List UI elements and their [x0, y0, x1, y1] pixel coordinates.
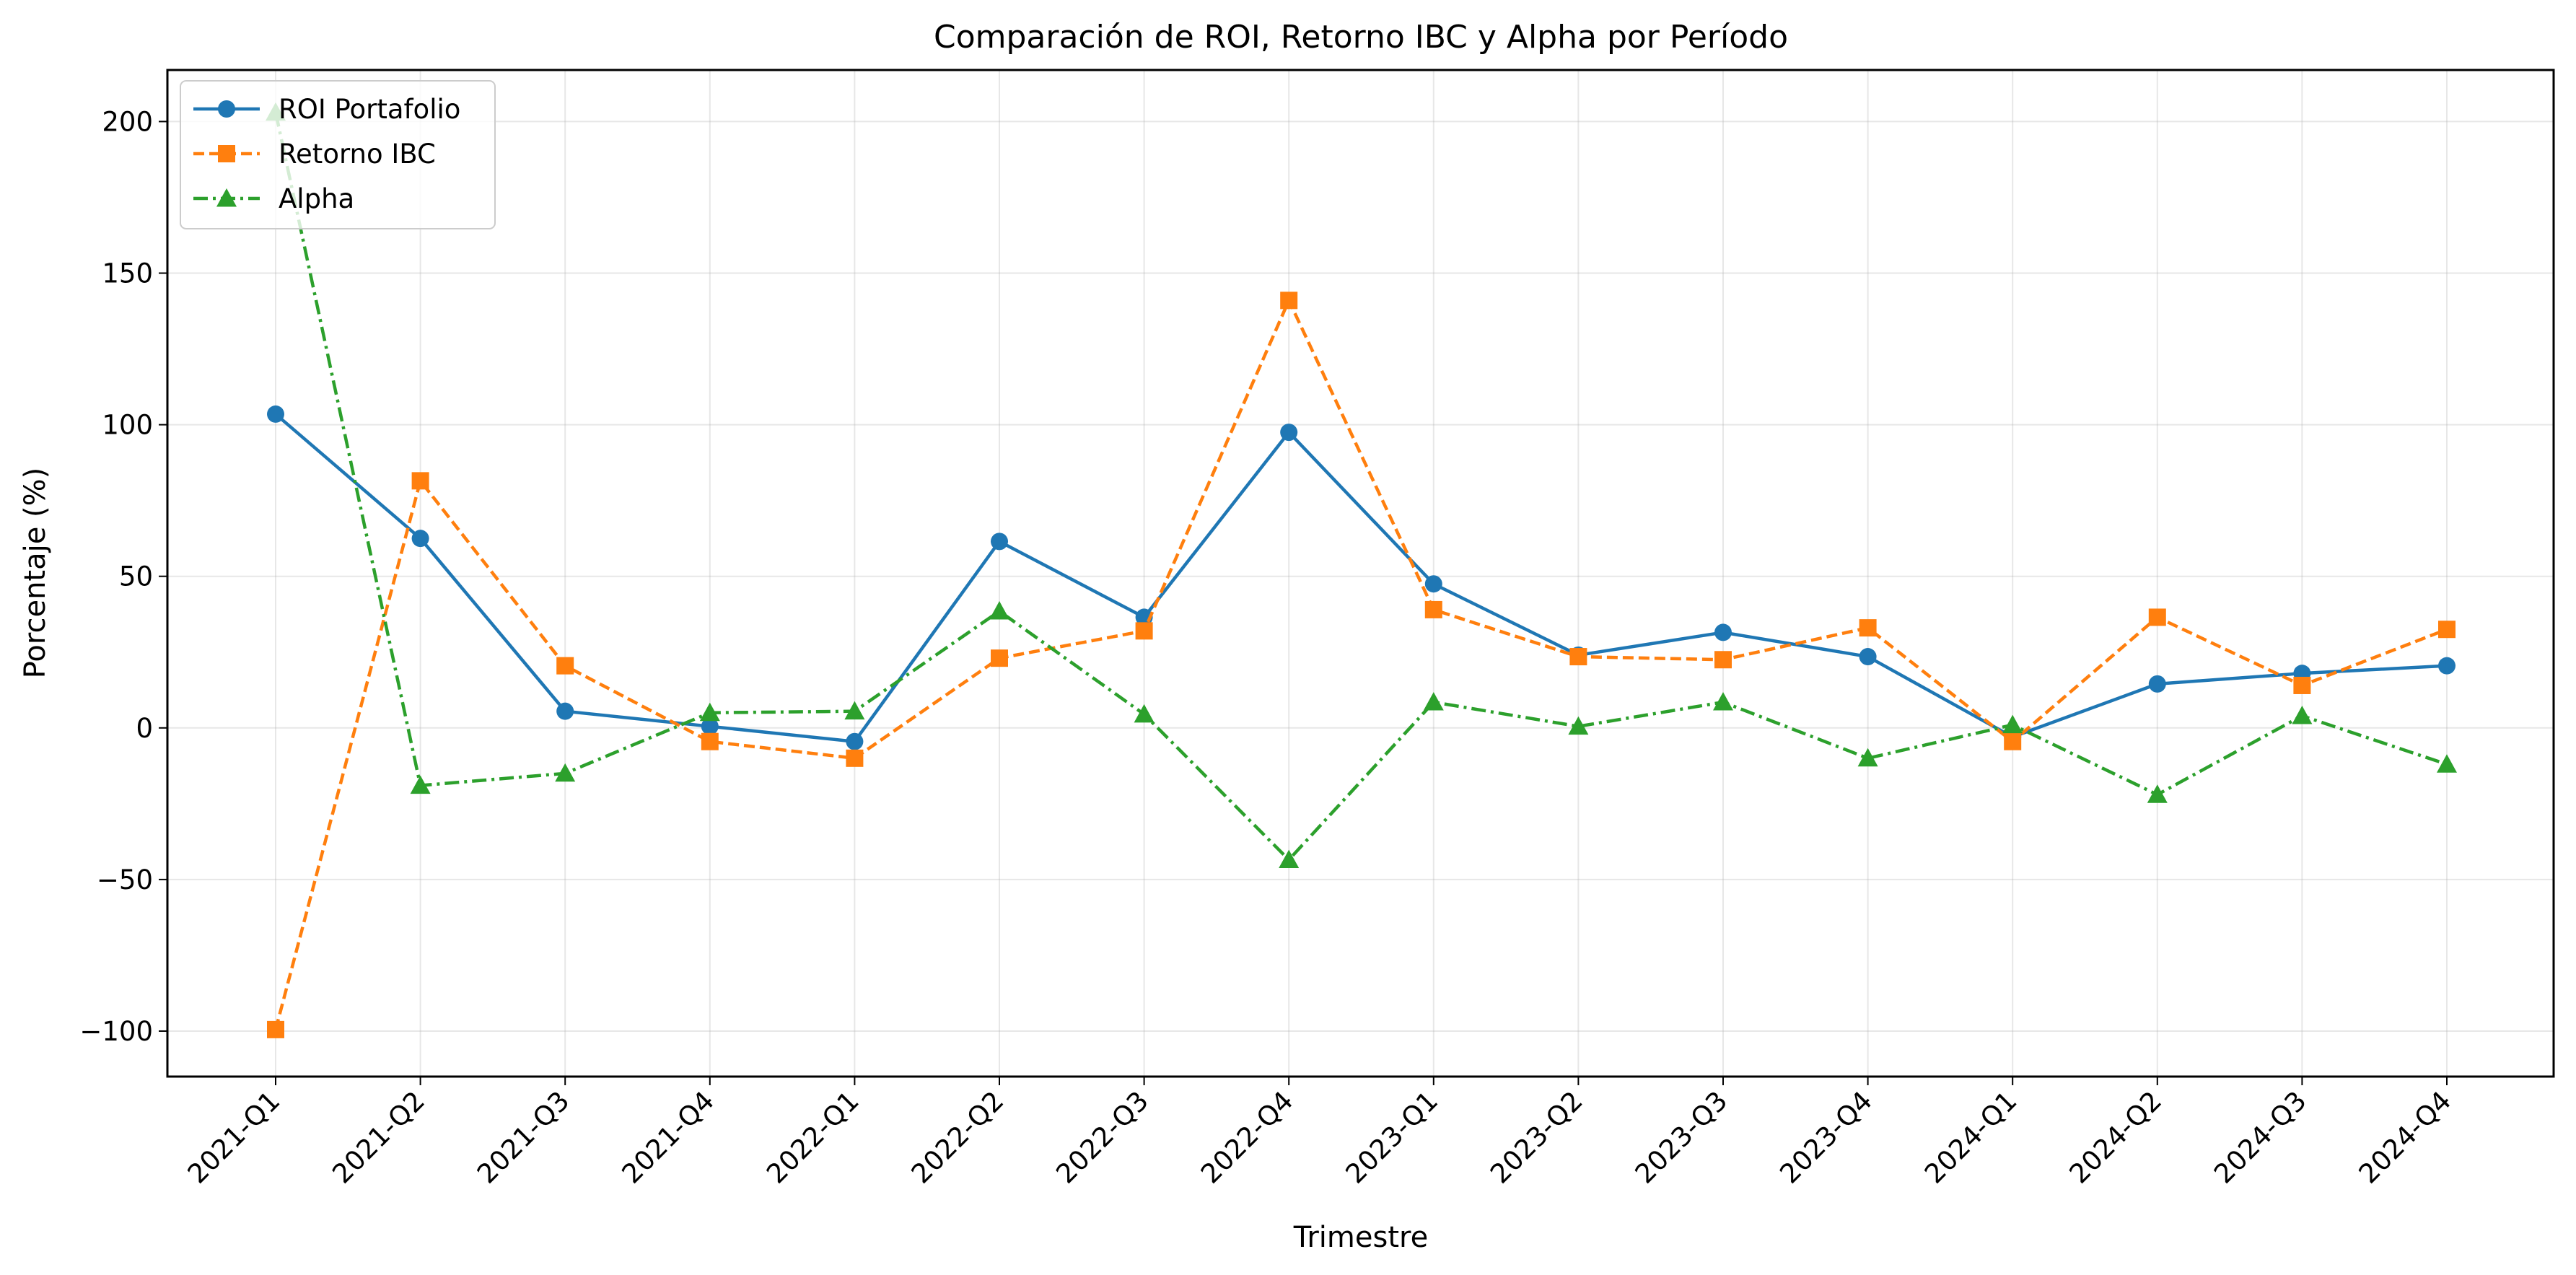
data-point-retorno-ibc — [1569, 648, 1587, 666]
data-point-roi-portafolio — [991, 533, 1008, 551]
y-tick-label: −50 — [97, 864, 153, 895]
plot-frame — [166, 69, 2555, 1078]
data-point-retorno-ibc — [1424, 600, 1442, 618]
data-point-roi-portafolio — [1424, 575, 1442, 593]
data-point-retorno-ibc — [701, 732, 719, 750]
data-point-retorno-ibc — [1280, 292, 1298, 310]
data-point-roi-portafolio — [846, 732, 864, 750]
data-point-alpha — [1279, 849, 1300, 869]
y-tick-label: 50 — [119, 561, 153, 592]
data-point-retorno-ibc — [1859, 619, 1877, 637]
grid — [167, 70, 2554, 1077]
y-axis-label: Porcentaje (%) — [19, 468, 52, 679]
y-tick-label: −100 — [79, 1016, 153, 1047]
y-tick-label: 200 — [102, 106, 153, 137]
data-point-alpha — [699, 702, 720, 722]
data-point-alpha — [1134, 704, 1155, 723]
data-point-retorno-ibc — [1714, 651, 1732, 669]
y-tick-label: 0 — [136, 713, 153, 744]
data-point-retorno-ibc — [846, 749, 864, 767]
legend-marker-retorno-ibc — [218, 145, 235, 162]
series-line-retorno-ibc — [273, 299, 2448, 1030]
data-point-alpha — [1423, 692, 1444, 711]
data-point-retorno-ibc — [556, 657, 574, 675]
data-point-roi-portafolio — [701, 717, 719, 735]
legend-label-retorno-ibc: Retorno IBC — [279, 139, 436, 170]
data-point-roi-portafolio — [556, 702, 574, 720]
data-point-retorno-ibc — [2004, 732, 2022, 750]
data-point-retorno-ibc — [2438, 621, 2455, 639]
data-point-roi-portafolio — [267, 405, 284, 423]
x-axis-label: Trimestre — [1293, 1221, 1428, 1254]
data-point-roi-portafolio — [2438, 657, 2455, 675]
legend-marker-roi-portafolio — [218, 100, 235, 118]
data-point-roi-portafolio — [411, 530, 429, 548]
data-point-retorno-ibc — [267, 1020, 284, 1038]
data-point-roi-portafolio — [1280, 424, 1298, 442]
data-point-alpha — [1568, 716, 1589, 735]
data-point-retorno-ibc — [2148, 608, 2166, 626]
data-point-roi-portafolio — [1859, 648, 1877, 666]
data-point-alpha — [410, 775, 431, 794]
data-point-roi-portafolio — [2148, 675, 2166, 693]
data-point-retorno-ibc — [1135, 622, 1153, 640]
data-point-roi-portafolio — [1714, 623, 1732, 641]
series-retorno-ibc — [267, 292, 2455, 1038]
legend-label-roi-portafolio: ROI Portafolio — [279, 94, 460, 125]
series-roi-portafolio — [267, 405, 2455, 750]
y-tick-label: 150 — [102, 258, 153, 289]
legend: ROI Portafolio Retorno IBC Alpha — [180, 80, 496, 229]
data-point-retorno-ibc — [411, 472, 429, 490]
legend-box — [180, 80, 496, 229]
data-point-alpha — [1857, 748, 1878, 767]
data-point-alpha — [1713, 692, 1733, 711]
data-point-alpha — [2437, 754, 2457, 773]
data-point-alpha — [989, 601, 1009, 620]
data-point-alpha — [2147, 784, 2168, 803]
data-point-retorno-ibc — [2293, 676, 2311, 694]
data-point-alpha — [2002, 714, 2023, 734]
y-tick-label: 100 — [102, 410, 153, 441]
series-line-roi-portafolio — [274, 413, 2448, 743]
series-line-alpha — [273, 112, 2448, 862]
chart-title: Comparación de ROI, Retorno IBC y Alpha … — [934, 19, 1788, 56]
data-point-alpha — [555, 763, 576, 782]
legend-label-alpha: Alpha — [279, 183, 354, 214]
data-point-alpha — [2292, 705, 2313, 724]
data-point-retorno-ibc — [991, 649, 1008, 667]
legend-marker-alpha — [216, 188, 237, 207]
data-point-alpha — [844, 701, 865, 720]
